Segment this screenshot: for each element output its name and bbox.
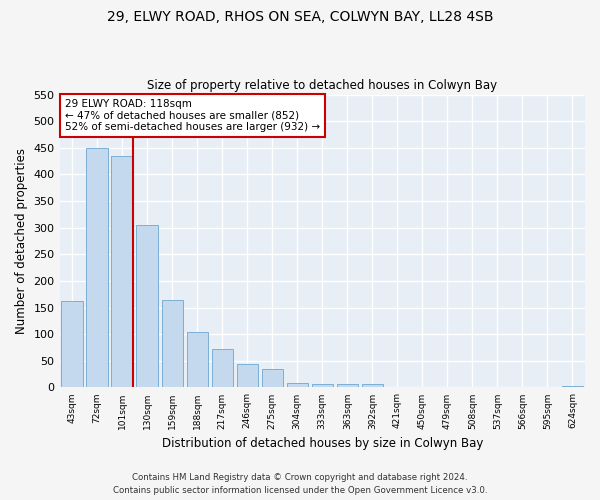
Bar <box>187 332 208 388</box>
Bar <box>562 386 583 388</box>
Bar <box>337 384 358 388</box>
Bar <box>311 384 333 388</box>
Text: 29, ELWY ROAD, RHOS ON SEA, COLWYN BAY, LL28 4SB: 29, ELWY ROAD, RHOS ON SEA, COLWYN BAY, … <box>107 10 493 24</box>
Bar <box>236 364 258 388</box>
Title: Size of property relative to detached houses in Colwyn Bay: Size of property relative to detached ho… <box>147 79 497 92</box>
Bar <box>112 156 133 388</box>
Bar <box>61 300 83 388</box>
Bar <box>362 384 383 388</box>
Bar <box>212 348 233 388</box>
Bar <box>136 225 158 388</box>
Text: Contains HM Land Registry data © Crown copyright and database right 2024.
Contai: Contains HM Land Registry data © Crown c… <box>113 474 487 495</box>
X-axis label: Distribution of detached houses by size in Colwyn Bay: Distribution of detached houses by size … <box>161 437 483 450</box>
Bar <box>262 369 283 388</box>
Y-axis label: Number of detached properties: Number of detached properties <box>15 148 28 334</box>
Bar <box>287 382 308 388</box>
Text: 29 ELWY ROAD: 118sqm
← 47% of detached houses are smaller (852)
52% of semi-deta: 29 ELWY ROAD: 118sqm ← 47% of detached h… <box>65 99 320 132</box>
Bar <box>86 148 108 388</box>
Bar <box>161 300 183 388</box>
